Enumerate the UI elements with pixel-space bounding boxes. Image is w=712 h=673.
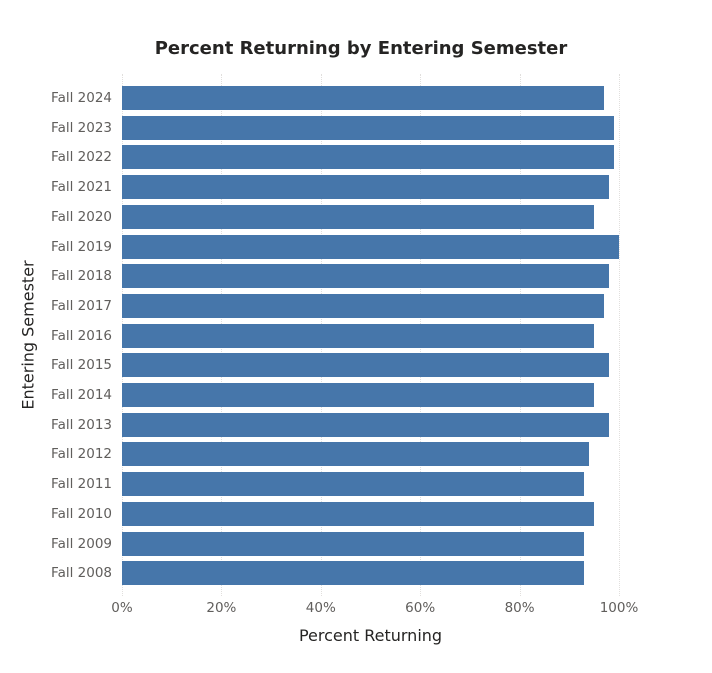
- bar[interactable]: [122, 383, 595, 407]
- x-axis-title: Percent Returning: [298, 626, 443, 645]
- bar-row: [122, 442, 619, 467]
- x-tick-label: 20%: [206, 600, 237, 616]
- bar-row: [122, 234, 619, 259]
- bar[interactable]: [122, 293, 605, 318]
- bar[interactable]: [122, 412, 610, 437]
- bar[interactable]: [122, 234, 619, 259]
- bar-row: [122, 412, 619, 437]
- chart-title: Percent Returning by Entering Semester: [154, 38, 568, 59]
- x-tick-label: 0%: [111, 600, 133, 616]
- y-tick-label: Fall 2020: [51, 208, 112, 225]
- x-tick-label: 100%: [599, 600, 639, 616]
- bar[interactable]: [122, 145, 615, 170]
- plot-area: [122, 74, 620, 596]
- bar[interactable]: [122, 561, 585, 586]
- y-tick-label: Fall 2011: [51, 476, 112, 493]
- x-tick-label: 80%: [504, 600, 535, 616]
- bar-row: [122, 86, 619, 110]
- y-tick-label: Fall 2009: [51, 535, 112, 552]
- y-axis-title: Entering Semester: [18, 260, 38, 410]
- y-tick-label: Fall 2008: [51, 565, 112, 582]
- bar[interactable]: [122, 204, 595, 229]
- bar-row: [122, 204, 619, 229]
- y-tick-label: Fall 2014: [51, 387, 112, 403]
- y-tick-label: Fall 2015: [51, 357, 112, 374]
- gridline: [619, 74, 620, 596]
- y-tick-label: Fall 2012: [51, 446, 112, 463]
- bar-row: [122, 293, 619, 318]
- bar[interactable]: [122, 501, 595, 526]
- y-tick-label: Fall 2022: [51, 149, 112, 166]
- bar-row: [122, 472, 619, 497]
- bar[interactable]: [122, 442, 590, 467]
- bar[interactable]: [122, 175, 610, 200]
- bar-row: [122, 323, 619, 348]
- bar-row: [122, 115, 619, 140]
- bar-row: [122, 561, 619, 586]
- bar-row: [122, 531, 619, 556]
- bar[interactable]: [122, 531, 585, 556]
- y-tick-label: Fall 2019: [51, 238, 112, 255]
- bar[interactable]: [122, 472, 585, 497]
- y-tick-label: Fall 2017: [51, 297, 112, 314]
- x-tick-label: 60%: [405, 600, 436, 616]
- y-tick-label: Fall 2016: [51, 327, 112, 344]
- y-tick-label: Fall 2013: [51, 416, 112, 433]
- bar[interactable]: [122, 264, 610, 289]
- bar-row: [122, 175, 619, 200]
- y-tick-label: Fall 2021: [51, 179, 112, 196]
- bar[interactable]: [122, 86, 605, 110]
- bar-row: [122, 501, 619, 526]
- y-tick-label: Fall 2010: [51, 505, 112, 522]
- y-tick-label: Fall 2018: [51, 268, 112, 285]
- x-tick-label: 40%: [305, 600, 336, 616]
- bar[interactable]: [122, 323, 595, 348]
- bar-row: [122, 353, 619, 378]
- bar-row: [122, 264, 619, 289]
- bar-row: [122, 383, 619, 407]
- bar[interactable]: [122, 115, 615, 140]
- y-tick-label: Fall 2023: [51, 119, 112, 136]
- bar-row: [122, 145, 619, 170]
- bar[interactable]: [122, 353, 610, 378]
- y-tick-label: Fall 2024: [51, 90, 112, 106]
